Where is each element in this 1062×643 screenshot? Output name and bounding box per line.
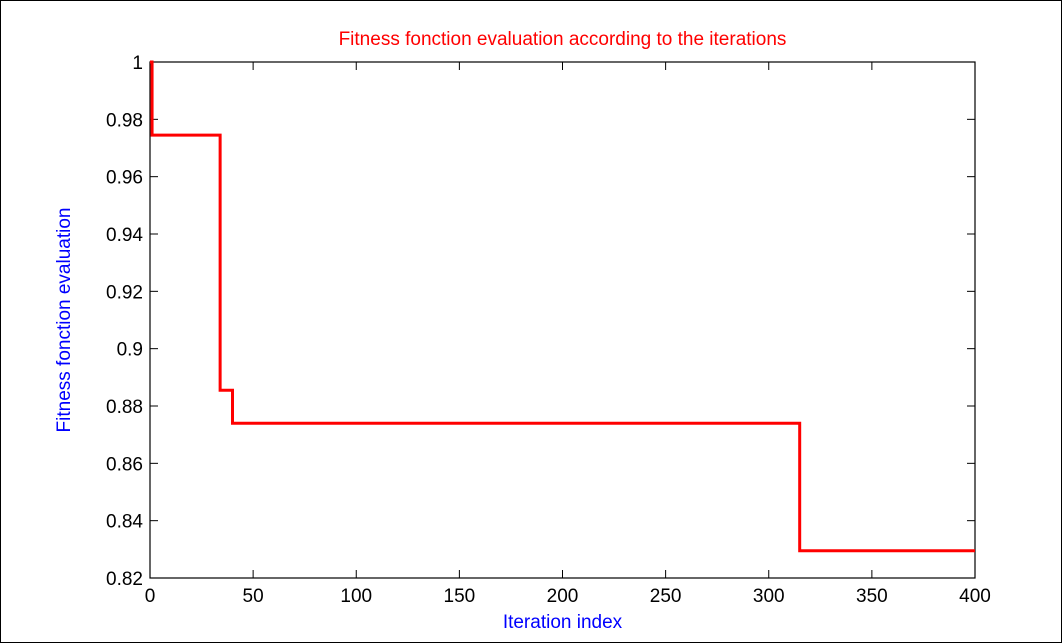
y-tick-label: 0.92 — [106, 282, 143, 303]
x-tick-label: 250 — [650, 586, 682, 607]
y-tick-label: 0.98 — [106, 110, 143, 131]
y-tick-label: 0.86 — [106, 454, 143, 475]
x-tick-label: 0 — [145, 586, 156, 607]
y-tick-label: 1 — [132, 53, 143, 74]
x-tick-label: 350 — [856, 586, 888, 607]
axes: 0 50 100 150 200 250 300 350 400 0.82 0.84 0.86 0.88… — [106, 53, 991, 607]
x-tick-label: 300 — [753, 586, 785, 607]
y-tick-label: 0.96 — [106, 168, 143, 189]
plot-box — [149, 61, 976, 579]
x-tick-label: 50 — [243, 586, 264, 607]
x-axis-label: Iteration index — [503, 612, 623, 633]
y-axis-label: Fitness fonction evaluation — [54, 208, 75, 433]
x-tick-label: 400 — [959, 586, 991, 607]
y-tick-label: 0.84 — [106, 512, 143, 533]
series-group — [150, 60, 975, 553]
y-tick-label: 0.88 — [106, 397, 143, 418]
y-tick-label: 0.9 — [117, 340, 143, 361]
x-tick-label: 200 — [547, 586, 579, 607]
y-tick-label: 0.94 — [106, 225, 143, 246]
x-tick-label: 150 — [444, 586, 476, 607]
chart-title: Fitness fonction evaluation according to… — [339, 29, 787, 50]
fitness-series-line — [150, 60, 975, 553]
x-tick-label: 100 — [340, 586, 372, 607]
y-tick-label: 0.82 — [106, 569, 143, 590]
